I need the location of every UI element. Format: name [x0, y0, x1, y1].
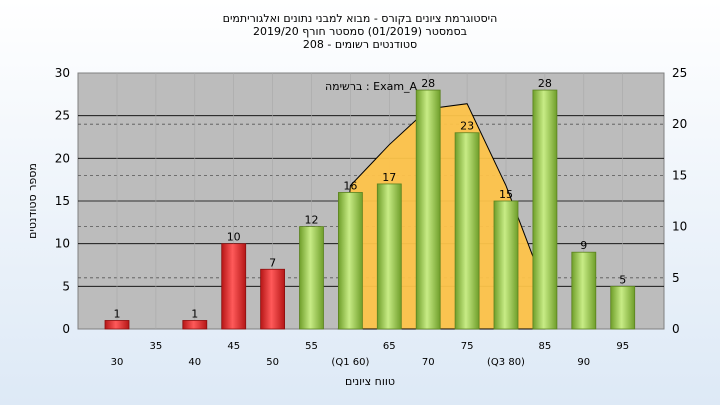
x-tick-8: 70: [422, 357, 435, 368]
right-tick-10: 10: [672, 220, 687, 234]
bar-label-55: 12: [305, 214, 319, 227]
bar-label-60: 16: [343, 179, 357, 192]
left-tick-25: 25: [55, 109, 70, 123]
right-tick-20: 20: [672, 117, 687, 131]
right-axis-ticks: 0 5 10 15 20 25: [672, 66, 687, 336]
x-tick-7: 65: [383, 341, 396, 352]
bar-60: [337, 192, 363, 330]
x-tick-10: (Q3 80): [487, 357, 525, 368]
bar-65: [376, 183, 402, 330]
exam-label: ברשימה : Exam_A: [325, 80, 418, 93]
left-tick-15: 15: [55, 194, 70, 208]
left-tick-5: 5: [62, 279, 70, 293]
x-tick-3: 45: [227, 341, 240, 352]
bar-70: [415, 89, 441, 330]
right-tick-0: 0: [672, 322, 680, 336]
x-tick-11: 85: [539, 341, 552, 352]
bar-45: [221, 243, 247, 330]
left-tick-0: 0: [62, 322, 70, 336]
x-axis-ticks: 30 35 40 45 50 55 (Q1 60) 65 70 75 (Q3 80) 85 90 95: [111, 341, 629, 368]
bar-label-65: 17: [382, 171, 396, 184]
chart-title-line-3: סטודנטים רשומים - 208: [303, 38, 417, 51]
bar-90: [571, 251, 597, 330]
x-tick-9: 75: [461, 341, 474, 352]
bar-label-40: 1: [191, 307, 198, 320]
right-tick-25: 25: [672, 66, 687, 80]
bar-label-45: 10: [227, 231, 241, 244]
bar-55: [299, 226, 324, 330]
bar-80: [493, 200, 519, 330]
x-tick-6: (Q1 60): [331, 357, 369, 368]
bar-30: [104, 320, 130, 330]
right-tick-15: 15: [672, 168, 687, 182]
x-tick-13: 95: [616, 341, 629, 352]
x-tick-2: 40: [188, 357, 201, 368]
y-axis-label: מספר סטודנטים: [26, 163, 39, 239]
left-tick-30: 30: [55, 66, 70, 80]
bar-label-70: 28: [421, 77, 435, 90]
bar-85: [532, 89, 558, 330]
left-axis-ticks: 0 5 10 15 20 25 30: [55, 66, 70, 336]
bar-labels-group: 1 1 10 7 12 16 17 28 23 15 28 9 5: [114, 77, 627, 320]
chart-title-line-1: היסטוגרמת ציונים בקורס - מבוא למבני נתונ…: [223, 12, 498, 25]
bar-95: [610, 285, 636, 330]
x-axis-label: טווח ציונים: [345, 375, 395, 388]
x-tick-12: 90: [577, 357, 590, 368]
bar-75: [454, 132, 480, 330]
bar-label-80: 15: [499, 188, 513, 201]
bar-50: [260, 268, 286, 330]
bars-group: [104, 89, 636, 330]
bar-label-50: 7: [269, 256, 276, 269]
bar-label-30: 1: [114, 307, 121, 320]
bar-label-95: 5: [619, 273, 626, 286]
left-tick-10: 10: [55, 237, 70, 251]
chart-title-line-2: בסמסטר (01/2019) סמסטר חורף 2019/20: [253, 25, 467, 38]
x-tick-0: 30: [111, 357, 124, 368]
bar-label-85: 28: [538, 77, 552, 90]
x-tick-4: 50: [266, 357, 279, 368]
bar-40: [182, 320, 208, 330]
bar-label-90: 9: [580, 239, 587, 252]
bar-label-75: 23: [460, 120, 474, 133]
right-tick-5: 5: [672, 271, 680, 285]
left-tick-20: 20: [55, 151, 70, 165]
x-tick-1: 35: [150, 341, 163, 352]
x-tick-5: 55: [305, 341, 318, 352]
